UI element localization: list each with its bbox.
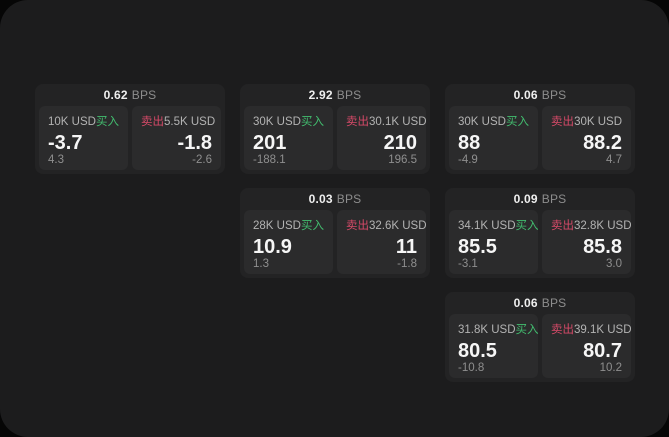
buy-pane[interactable]: 34.1K USD 买入 85.5 -3.1 (449, 210, 539, 274)
bps-header: 0.03 BPS (244, 188, 426, 210)
buy-side-label: 买入 (301, 220, 324, 232)
buy-amount: 28K USD (253, 220, 301, 232)
buy-side-label: 买入 (515, 324, 539, 336)
quote-panes: 10K USD 买入 -3.7 4.3 卖出 5.5K USD -1.8 -2.… (39, 106, 221, 170)
sell-sub-value: -1.8 (397, 258, 417, 270)
buy-price: 10.9 (253, 236, 292, 258)
bps-unit: BPS (541, 296, 567, 310)
buy-amount: 10K USD (48, 116, 96, 128)
quote-panes: 30K USD 买入 201 -188.1 卖出 30.1K USD 210 1… (244, 106, 427, 170)
sell-side-label: 卖出 (551, 220, 574, 232)
bps-value: 0.62 (103, 88, 128, 102)
bps-value: 0.06 (513, 88, 538, 102)
buy-price: 201 (253, 132, 287, 154)
buy-price: 85.5 (458, 236, 497, 258)
quote-card-1: 2.92 BPS 30K USD 买入 201 -188.1 卖出 30.1K … (240, 84, 430, 174)
sell-side-label: 卖出 (551, 324, 574, 336)
buy-pane[interactable]: 31.8K USD 买入 80.5 -10.8 (449, 314, 539, 378)
quote-panes: 34.1K USD 买入 85.5 -3.1 卖出 32.8K USD 85.8… (449, 210, 632, 274)
sell-pane[interactable]: 卖出 39.1K USD 80.7 10.2 (542, 314, 632, 378)
sell-sub-value: 196.5 (388, 154, 417, 166)
sell-price: -1.8 (177, 132, 212, 154)
buy-price: 80.5 (458, 340, 497, 362)
bps-value: 0.06 (513, 296, 538, 310)
buy-price: 88 (458, 132, 481, 154)
sell-price: 11 (395, 236, 417, 258)
quote-card-3: 0.03 BPS 28K USD 买入 10.9 1.3 卖出 32.6K US… (240, 188, 430, 278)
sell-side-label: 卖出 (346, 116, 369, 128)
buy-pane[interactable]: 10K USD 买入 -3.7 4.3 (39, 106, 128, 170)
buy-pane[interactable]: 30K USD 买入 88 -4.9 (449, 106, 538, 170)
sell-pane[interactable]: 卖出 32.6K USD 11 -1.8 (337, 210, 427, 274)
quote-card-5: 0.06 BPS 31.8K USD 买入 80.5 -10.8 卖出 39.1… (445, 292, 635, 382)
sell-amount: 39.1K USD (574, 324, 632, 336)
buy-side-label: 买入 (506, 116, 529, 128)
sell-amount: 32.6K USD (369, 220, 427, 232)
bps-unit: BPS (541, 192, 567, 206)
quote-card-4: 0.09 BPS 34.1K USD 买入 85.5 -3.1 卖出 32.8K… (445, 188, 635, 278)
bps-header: 0.62 BPS (39, 84, 221, 106)
bps-unit: BPS (336, 88, 362, 102)
buy-pane[interactable]: 30K USD 买入 201 -188.1 (244, 106, 333, 170)
buy-side-label: 买入 (96, 116, 119, 128)
buy-sub-value: -3.1 (458, 258, 478, 270)
buy-sub-value: -10.8 (458, 362, 485, 374)
sell-pane[interactable]: 卖出 32.8K USD 85.8 3.0 (542, 210, 632, 274)
buy-side-label: 买入 (301, 116, 324, 128)
buy-sub-value: -188.1 (253, 154, 286, 166)
buy-sub-value: 1.3 (253, 258, 269, 270)
sell-sub-value: 3.0 (606, 258, 622, 270)
bps-header: 0.06 BPS (449, 84, 631, 106)
sell-side-label: 卖出 (141, 116, 164, 128)
quote-card-0: 0.62 BPS 10K USD 买入 -3.7 4.3 卖出 5.5K USD (35, 84, 225, 174)
buy-amount: 34.1K USD (458, 220, 516, 232)
bps-header: 0.09 BPS (449, 188, 631, 210)
buy-amount: 30K USD (458, 116, 506, 128)
sell-price: 210 (383, 132, 417, 154)
sell-side-label: 卖出 (346, 220, 369, 232)
sell-pane[interactable]: 卖出 30.1K USD 210 196.5 (337, 106, 427, 170)
buy-amount: 30K USD (253, 116, 301, 128)
bps-value: 0.03 (308, 192, 333, 206)
quote-panes: 31.8K USD 买入 80.5 -10.8 卖出 39.1K USD 80.… (449, 314, 632, 378)
sell-price: 85.8 (583, 236, 622, 258)
sell-amount: 30K USD (574, 116, 622, 128)
sell-pane[interactable]: 卖出 30K USD 88.2 4.7 (542, 106, 631, 170)
bps-unit: BPS (541, 88, 567, 102)
buy-pane[interactable]: 28K USD 买入 10.9 1.3 (244, 210, 333, 274)
sell-price: 88.2 (583, 132, 622, 154)
sell-amount: 32.8K USD (574, 220, 632, 232)
quote-card-2: 0.06 BPS 30K USD 买入 88 -4.9 卖出 30K USD (445, 84, 635, 174)
bps-value: 2.92 (308, 88, 333, 102)
bps-header: 2.92 BPS (244, 84, 426, 106)
bps-unit: BPS (131, 88, 157, 102)
buy-sub-value: -4.9 (458, 154, 478, 166)
buy-side-label: 买入 (515, 220, 539, 232)
sell-pane[interactable]: 卖出 5.5K USD -1.8 -2.6 (132, 106, 221, 170)
sell-amount: 5.5K USD (164, 116, 216, 128)
sell-amount: 30.1K USD (369, 116, 427, 128)
sell-sub-value: 4.7 (606, 154, 622, 166)
sell-sub-value: 10.2 (599, 362, 622, 374)
buy-sub-value: 4.3 (48, 154, 64, 166)
sell-price: 80.7 (583, 340, 622, 362)
bps-unit: BPS (336, 192, 362, 206)
buy-price: -3.7 (48, 132, 83, 154)
quote-panes: 28K USD 买入 10.9 1.3 卖出 32.6K USD 11 -1.8 (244, 210, 427, 274)
bps-value: 0.09 (513, 192, 538, 206)
sell-sub-value: -2.6 (192, 154, 212, 166)
bps-header: 0.06 BPS (449, 292, 631, 314)
quote-panes: 30K USD 买入 88 -4.9 卖出 30K USD 88.2 4.7 (449, 106, 631, 170)
buy-amount: 31.8K USD (458, 324, 516, 336)
sell-side-label: 卖出 (551, 116, 574, 128)
